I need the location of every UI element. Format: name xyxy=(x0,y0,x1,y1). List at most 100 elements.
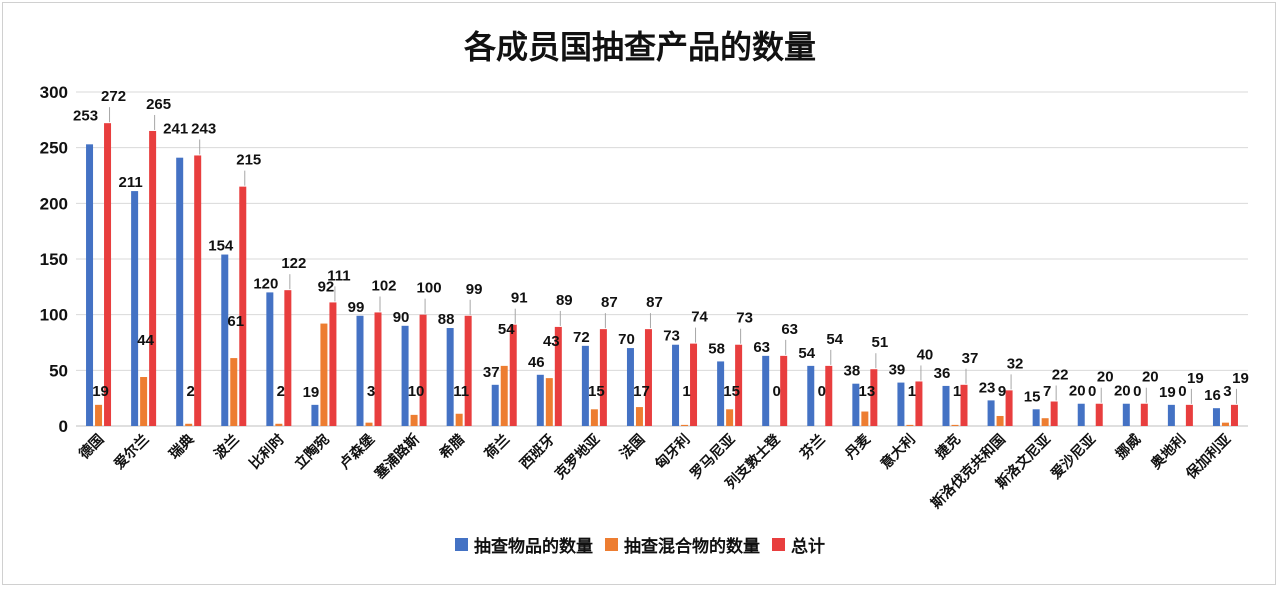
bar-mixtures-6 xyxy=(365,422,373,426)
y-tick-label-0: 0 xyxy=(59,417,68,436)
bar-items-13 xyxy=(672,344,680,426)
bar-total-6 xyxy=(374,312,382,426)
y-tick-label-150: 150 xyxy=(40,250,68,269)
bar-items-1 xyxy=(131,191,139,426)
data-label-total-5: 111 xyxy=(327,267,350,284)
x-tick-label-23: 挪威 xyxy=(1112,431,1144,463)
data-label-total-22: 20 xyxy=(1097,369,1114,386)
legend-label-mixtures: 抽查混合物的数量 xyxy=(624,537,760,557)
x-tick-label-9: 荷兰 xyxy=(481,431,514,464)
data-label-items-2: 241 xyxy=(163,121,188,138)
data-label-total-7: 100 xyxy=(417,280,442,297)
data-label-mixtures-24: 0 xyxy=(1178,383,1186,400)
data-label-mixtures-18: 1 xyxy=(908,383,916,400)
data-label-items-11: 72 xyxy=(573,329,590,346)
y-tick-label-250: 250 xyxy=(40,139,68,158)
data-label-total-14: 73 xyxy=(736,310,753,327)
bar-mixtures-1 xyxy=(140,377,148,426)
x-tick-label-11: 克罗地亚 xyxy=(552,431,604,483)
bar-items-5 xyxy=(311,404,319,426)
x-tick-label-19: 捷克 xyxy=(932,431,964,463)
legend-item-total: 总计 xyxy=(772,532,825,557)
bar-total-22 xyxy=(1095,403,1103,426)
data-label-total-25: 19 xyxy=(1232,370,1249,387)
bar-mixtures-5 xyxy=(320,323,328,426)
bar-items-0 xyxy=(86,144,94,426)
x-tick-label-2: 瑞典 xyxy=(166,431,198,463)
bar-mixtures-9 xyxy=(500,365,508,426)
data-label-items-15: 63 xyxy=(753,339,770,356)
data-label-mixtures-23: 0 xyxy=(1133,383,1141,400)
bar-total-10 xyxy=(554,326,562,426)
data-label-mixtures-16: 0 xyxy=(818,383,826,400)
data-label-items-3: 154 xyxy=(208,238,234,255)
data-label-mixtures-2: 2 xyxy=(187,383,195,400)
bar-total-23 xyxy=(1140,403,1148,426)
bar-items-20 xyxy=(987,400,995,426)
data-label-total-12: 87 xyxy=(646,294,663,311)
y-tick-label-100: 100 xyxy=(40,306,68,325)
x-tick-label-7: 塞浦路斯 xyxy=(371,431,423,483)
bar-total-21 xyxy=(1050,401,1058,426)
bar-total-12 xyxy=(644,329,652,426)
data-label-total-0: 272 xyxy=(101,88,126,105)
bar-items-4 xyxy=(266,292,274,426)
data-label-mixtures-6: 3 xyxy=(367,383,375,400)
x-tick-label-22: 爱沙尼亚 xyxy=(1048,432,1099,483)
bar-items-9 xyxy=(491,384,499,426)
data-label-mixtures-13: 1 xyxy=(682,383,690,400)
bar-items-3 xyxy=(221,254,229,426)
bar-total-4 xyxy=(284,290,292,426)
data-label-total-2: 243 xyxy=(191,120,216,137)
bar-mixtures-2 xyxy=(185,423,193,426)
bar-mixtures-11 xyxy=(590,409,598,426)
data-label-total-4: 122 xyxy=(281,255,306,272)
bar-total-11 xyxy=(599,329,607,426)
bar-items-10 xyxy=(536,374,544,426)
bar-total-13 xyxy=(690,343,698,426)
data-label-items-17: 38 xyxy=(844,363,861,380)
x-tick-label-5: 立陶宛 xyxy=(291,431,333,473)
data-label-total-24: 19 xyxy=(1187,370,1204,387)
bar-items-2 xyxy=(176,157,184,427)
bar-total-3 xyxy=(239,186,247,426)
bar-mixtures-10 xyxy=(545,378,553,426)
bar-total-5 xyxy=(329,302,337,426)
x-tick-label-16: 芬兰 xyxy=(796,431,829,464)
data-label-mixtures-1: 44 xyxy=(137,332,154,349)
bar-total-14 xyxy=(735,344,743,426)
data-label-items-1: 211 xyxy=(119,174,143,191)
data-label-total-1: 265 xyxy=(146,96,171,113)
data-label-total-16: 54 xyxy=(826,331,843,348)
data-label-total-6: 102 xyxy=(371,277,396,294)
bar-total-0 xyxy=(104,123,112,426)
data-label-mixtures-5: 92 xyxy=(318,279,335,296)
data-label-total-10: 89 xyxy=(556,292,573,309)
data-label-items-0: 253 xyxy=(73,107,98,124)
bar-items-16 xyxy=(807,365,815,426)
data-label-total-13: 74 xyxy=(691,309,708,326)
data-label-total-9: 91 xyxy=(511,290,528,307)
x-tick-label-25: 保加利亚 xyxy=(1182,431,1234,483)
bar-total-2 xyxy=(194,155,202,426)
legend-item-items: 抽查物品的数量 xyxy=(455,532,593,557)
bar-items-23 xyxy=(1122,403,1130,426)
bar-mixtures-25 xyxy=(1221,422,1229,426)
data-label-total-17: 51 xyxy=(872,334,889,351)
bar-mixtures-4 xyxy=(275,423,283,426)
x-tick-label-0: 德国 xyxy=(76,431,108,463)
data-label-mixtures-3: 61 xyxy=(227,313,244,330)
y-tick-label-300: 300 xyxy=(40,83,68,102)
data-label-items-24: 19 xyxy=(1159,384,1176,401)
data-label-items-18: 39 xyxy=(889,362,906,379)
bar-items-22 xyxy=(1077,403,1085,426)
data-label-mixtures-7: 10 xyxy=(408,383,425,400)
legend-swatch-mixtures xyxy=(605,538,618,551)
bar-items-14 xyxy=(717,361,725,426)
data-label-mixtures-19: 1 xyxy=(953,383,961,400)
bar-items-17 xyxy=(852,383,860,426)
data-label-items-12: 70 xyxy=(618,331,635,348)
data-label-total-3: 215 xyxy=(236,152,261,169)
